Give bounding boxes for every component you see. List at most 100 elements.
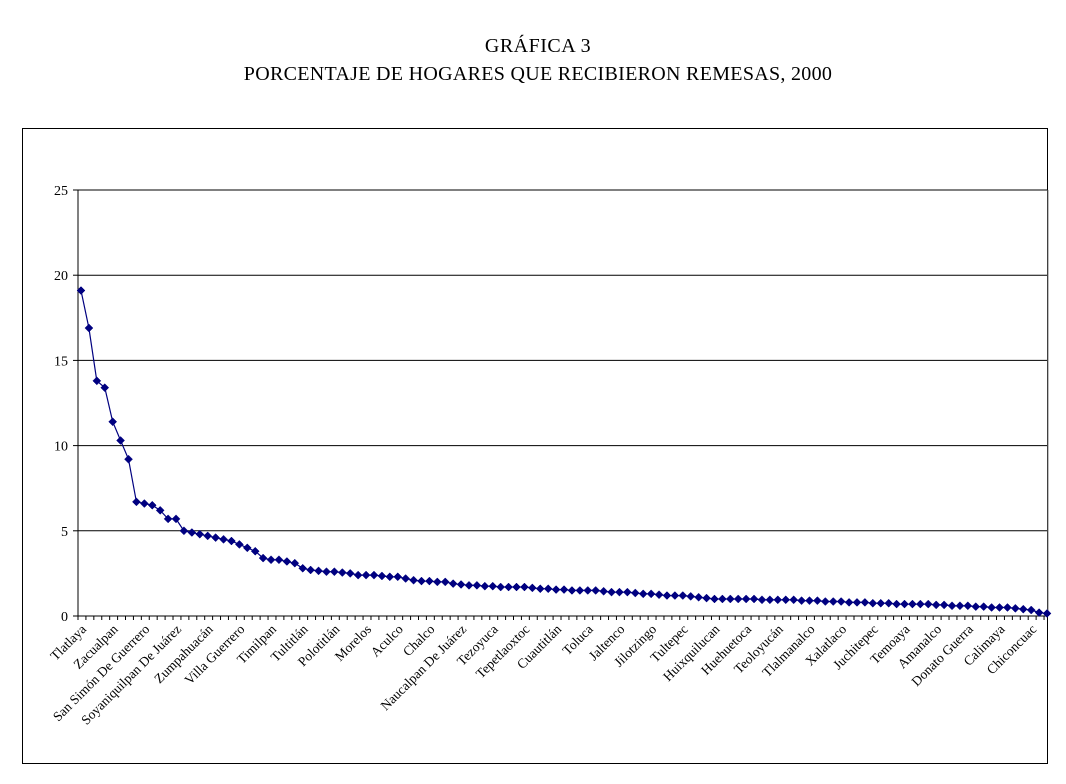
data-point (84, 323, 94, 333)
chart-title-block: GRÁFICA 3 PORCENTAJE DE HOGARES QUE RECI… (0, 34, 1066, 86)
data-point (298, 563, 308, 573)
data-point (409, 575, 418, 585)
data-point (662, 591, 672, 600)
data-point (828, 597, 838, 606)
data-point (623, 587, 632, 597)
data-point (187, 528, 197, 537)
y-tick-label: 15 (54, 354, 68, 369)
data-point (646, 589, 656, 599)
data-point (995, 603, 1004, 612)
data-point (195, 529, 205, 539)
y-tick-label: 25 (54, 184, 68, 199)
data-point (203, 531, 213, 541)
data-point (393, 572, 403, 582)
chart-subtitle: PORCENTAJE DE HOGARES QUE RECIBIERON REM… (243, 63, 833, 85)
data-point (235, 540, 244, 549)
series-line (80, 290, 1048, 614)
data-point (250, 546, 260, 556)
data-point (963, 601, 973, 611)
data-point (124, 454, 133, 464)
data-point (274, 555, 284, 565)
data-point (472, 580, 482, 590)
data-point (377, 571, 387, 581)
data-point (939, 600, 949, 610)
data-point (480, 581, 490, 591)
data-point (1042, 609, 1052, 618)
data-point (290, 558, 300, 568)
data-point (432, 577, 442, 587)
data-point (947, 601, 957, 611)
data-point (900, 599, 909, 609)
data-point (322, 567, 331, 577)
data-point (337, 568, 347, 577)
data-point (836, 597, 846, 606)
data-point (607, 587, 616, 597)
data-point (630, 588, 640, 598)
data-point (765, 595, 775, 605)
x-category-label: Aculco (368, 621, 406, 659)
data-point (1034, 608, 1044, 617)
data-point (132, 497, 141, 507)
data-point (575, 586, 585, 595)
data-point (155, 505, 165, 515)
data-point (369, 570, 379, 580)
data-point (543, 584, 553, 594)
data-point (361, 570, 371, 580)
data-point (330, 567, 339, 577)
data-point (868, 598, 878, 608)
data-point (908, 599, 917, 609)
data-point (971, 602, 981, 611)
data-point (488, 581, 498, 591)
data-point (987, 603, 996, 612)
data-point (733, 594, 743, 604)
data-point (725, 594, 735, 604)
data-point (702, 593, 711, 603)
data-point (1011, 603, 1020, 613)
data-point (876, 598, 886, 608)
data-point (781, 595, 791, 605)
data-point (773, 595, 783, 605)
data-point (417, 576, 426, 586)
data-point (211, 533, 220, 542)
data-point (504, 582, 513, 592)
data-point (852, 598, 862, 607)
data-point (741, 594, 751, 604)
data-point (844, 598, 854, 607)
chart-title: GRÁFICA 3 (484, 35, 592, 57)
data-point (1003, 603, 1012, 612)
data-point (694, 592, 703, 602)
data-point (686, 592, 696, 601)
data-point (512, 582, 521, 592)
data-point (757, 595, 767, 605)
data-point (92, 376, 102, 386)
y-tick-label: 10 (54, 440, 68, 455)
data-point (108, 417, 118, 427)
data-point (227, 536, 236, 546)
data-point (805, 596, 814, 606)
data-point (678, 591, 688, 600)
data-point (425, 576, 434, 586)
data-point (401, 574, 411, 583)
data-point (551, 585, 561, 594)
data-point (100, 383, 110, 393)
data-point (147, 500, 157, 510)
data-point (923, 599, 933, 609)
data-point (820, 597, 830, 606)
data-point (749, 594, 759, 604)
data-point (219, 534, 228, 544)
data-point (599, 586, 608, 596)
data-point (266, 555, 276, 565)
data-point (385, 572, 395, 582)
data-point (892, 599, 901, 609)
data-point (979, 602, 989, 611)
data-point (955, 601, 965, 611)
data-point (163, 514, 173, 524)
data-point (884, 598, 894, 608)
data-point (931, 600, 941, 610)
y-tick-label: 0 (61, 610, 68, 625)
data-point (448, 579, 458, 588)
data-point (638, 589, 648, 599)
data-point (860, 598, 870, 607)
data-point (797, 596, 806, 606)
